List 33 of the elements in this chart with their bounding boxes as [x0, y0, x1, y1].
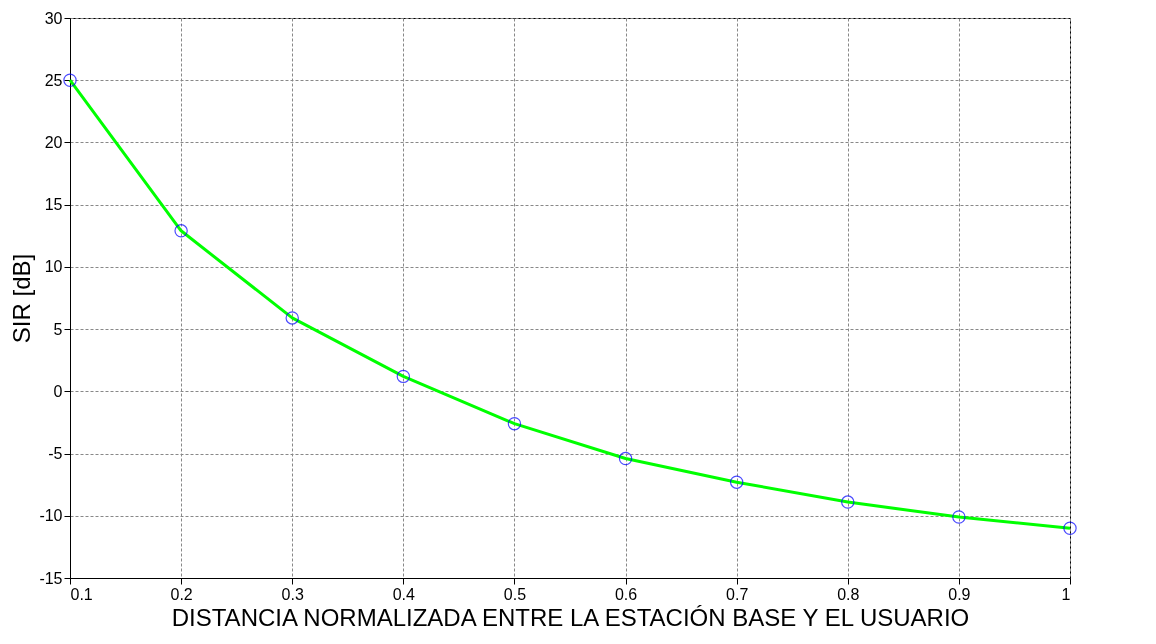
- x-tick-label: 0.9: [948, 585, 971, 603]
- y-tick-label: 5: [53, 320, 63, 338]
- x-tick-label: 0.5: [503, 585, 527, 603]
- x-tick-label: 1: [1061, 585, 1071, 603]
- y-axis-title: SIR [dB]: [8, 253, 36, 344]
- point: [507, 416, 522, 431]
- x-tick-label: 0.8: [837, 585, 860, 603]
- x-tick-label: 0.4: [392, 585, 416, 603]
- point: [396, 369, 411, 384]
- y-tick-label: 15: [44, 196, 63, 214]
- y-tick-label: -10: [39, 507, 63, 525]
- point: [841, 495, 855, 509]
- y-tick-label: 10: [44, 258, 63, 276]
- x-tick-label: 0.6: [614, 585, 638, 603]
- point: [952, 510, 966, 524]
- y-tick-label: -5: [48, 445, 63, 463]
- point: [618, 451, 633, 466]
- point: [174, 224, 188, 238]
- point: [1063, 521, 1077, 535]
- y-tick-label: 30: [44, 9, 63, 27]
- x-tick-label: 0.7: [726, 585, 749, 603]
- x-tick-label: 0.2: [170, 585, 193, 603]
- point: [63, 73, 77, 87]
- point: [729, 475, 744, 489]
- x-tick-label: 0.3: [281, 585, 304, 603]
- y-tick-label: -15: [39, 569, 63, 587]
- line-series: [68, 78, 1072, 530]
- x-tick-label: 0.1: [70, 585, 93, 603]
- y-tick-label: 25: [44, 71, 63, 89]
- x-axis-title: DISTANCIA NORMALIZADA ENTRE LA ESTACIÓN BASE Y EL USUARIO: [171, 603, 970, 631]
- y-tick-label: 20: [44, 133, 63, 151]
- point: [285, 311, 299, 325]
- y-tick-label: 0: [53, 382, 63, 400]
